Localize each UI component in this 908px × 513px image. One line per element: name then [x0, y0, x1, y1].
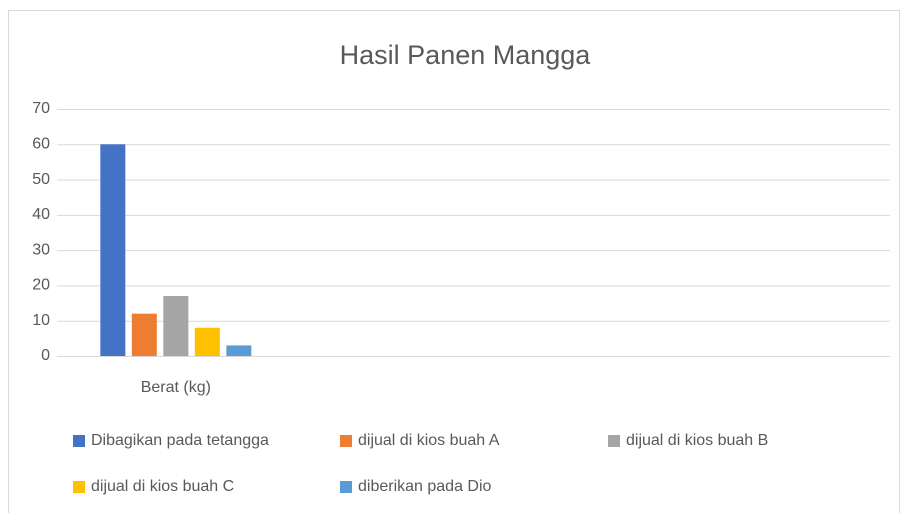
y-tick-label: 10: [32, 312, 50, 329]
y-tick-label: 30: [32, 241, 50, 258]
bar: [226, 345, 252, 356]
chart-border: [8, 10, 900, 513]
bar: [163, 296, 189, 356]
y-tick-label: 40: [32, 206, 50, 223]
legend-swatch: [608, 435, 620, 447]
y-tick-label: 50: [32, 171, 50, 188]
y-tick-label: 20: [32, 277, 50, 294]
bar: [194, 327, 220, 356]
y-tick-label: 0: [41, 347, 50, 364]
legend-swatch: [340, 481, 352, 493]
y-tick-label: 60: [32, 136, 50, 153]
legend-swatch: [73, 481, 85, 493]
bar: [100, 144, 126, 356]
legend-label: Dibagikan pada tetangga: [91, 432, 269, 449]
y-tick-label: 70: [32, 100, 50, 117]
legend-label: dijual di kios buah B: [626, 432, 768, 449]
bar: [131, 313, 157, 356]
legend-swatch: [73, 435, 85, 447]
legend-label: diberikan pada Dio: [358, 478, 492, 495]
chart-title: Hasil Panen Mangga: [340, 40, 592, 70]
legend-label: dijual di kios buah A: [358, 432, 500, 449]
legend-swatch: [340, 435, 352, 447]
legend-label: dijual di kios buah C: [91, 478, 234, 495]
x-tick-label: Berat (kg): [141, 379, 211, 396]
